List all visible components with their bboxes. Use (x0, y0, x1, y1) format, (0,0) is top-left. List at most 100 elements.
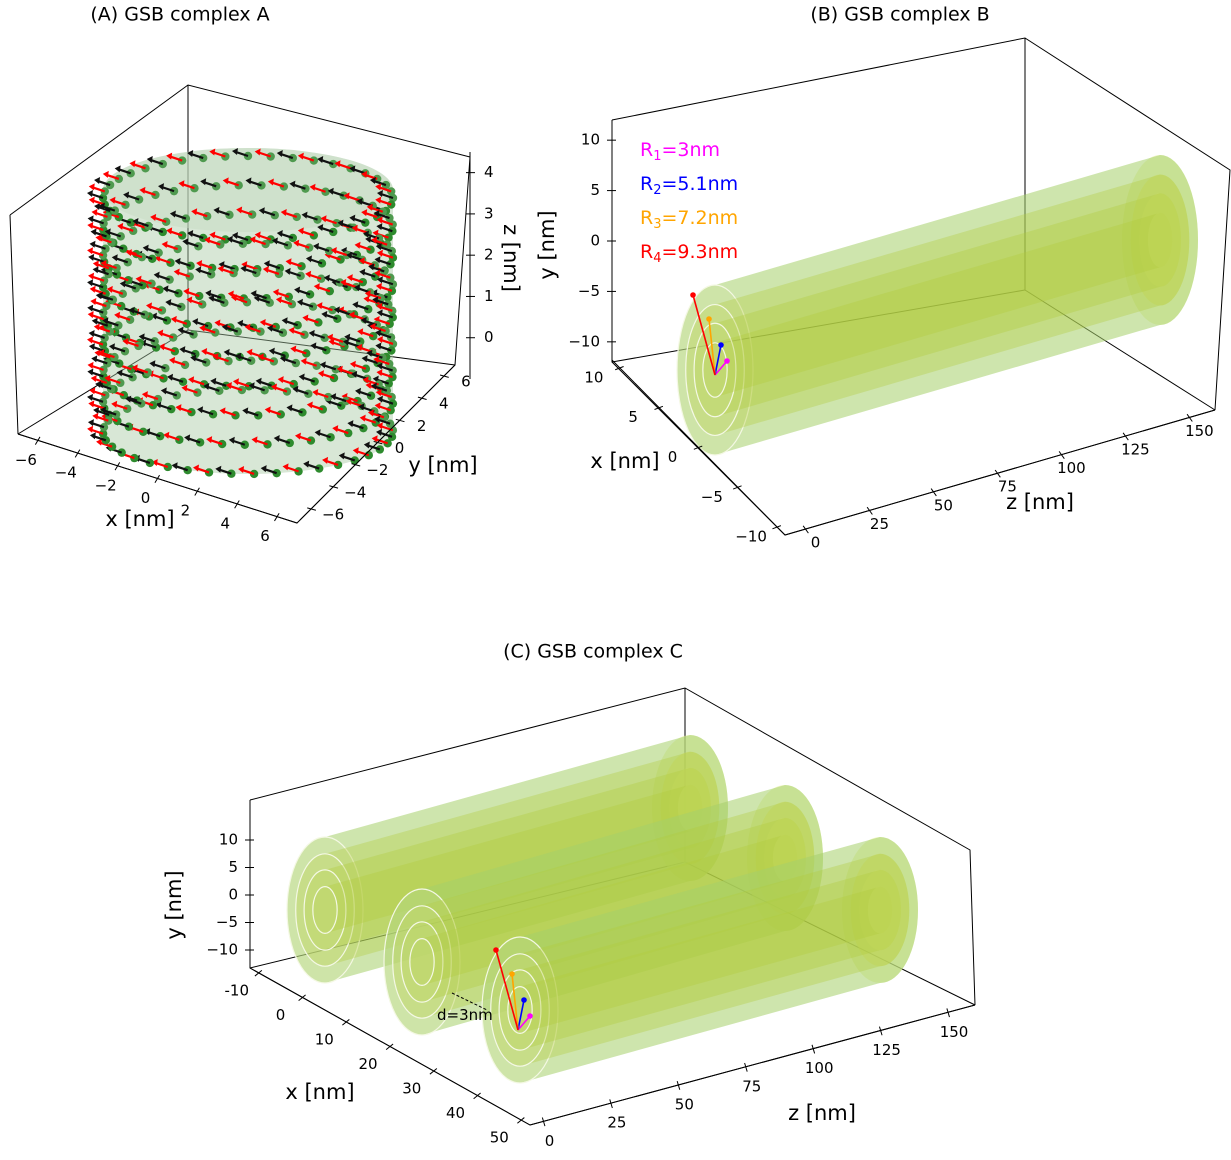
spin-arrow-head (93, 266, 99, 273)
tick-label: 125 (872, 1041, 901, 1059)
tick-label: −5 (578, 282, 600, 300)
annotation-subscript: 1 (653, 149, 661, 164)
spin-arrow-head (89, 197, 95, 204)
tick-label: 3 (484, 204, 494, 222)
spin-arrow-head (87, 190, 93, 197)
tick-label: 6 (461, 373, 471, 391)
axis-label: y [nm] (408, 453, 477, 477)
tick-label: 2 (417, 417, 427, 435)
tick-label: 0 (276, 1006, 286, 1024)
annotation-text: R (640, 207, 653, 229)
annotation-text: R (640, 139, 653, 161)
tick-label: −2 (366, 461, 388, 479)
spin-arrow-head (91, 355, 97, 362)
spin-arrow-head (87, 368, 93, 375)
box-edge (10, 215, 18, 434)
spin-arrow-head (87, 247, 93, 254)
tube-front-end (313, 887, 337, 934)
spin-arrow-head (92, 209, 98, 216)
spin-arrow-head (87, 426, 93, 433)
tick-label: −4 (344, 483, 366, 501)
tick-label: 50 (490, 1129, 509, 1147)
spin-arrow-head (89, 241, 95, 248)
tick-label: 5 (628, 408, 638, 426)
annotation-suffix: =3nm (661, 139, 720, 161)
panel-title: (A) GSB complex A (90, 4, 269, 26)
tick-label: -10 (225, 981, 250, 999)
spin-arrow-head (94, 177, 100, 184)
spin-arrow-head (88, 419, 94, 426)
annotation: R4=9.3nm (640, 241, 738, 266)
panel: (C) GSB complex C-1001020304050x [nm]−10… (162, 641, 975, 1150)
spin-arrow-head (93, 260, 99, 267)
spin-arrow-head (87, 222, 93, 229)
tick-label: 0 (228, 886, 238, 904)
tick-label: −10 (568, 332, 600, 350)
tube-front-end (508, 987, 532, 1034)
spin-arrow-head (103, 171, 109, 178)
spin-arrow-head (88, 362, 94, 369)
tick-label: 1 (484, 287, 494, 305)
spin-arrow-head (88, 400, 94, 407)
tick-label: 0 (484, 328, 494, 346)
radius-arrow-head (724, 358, 730, 364)
radius-arrow-head (493, 947, 499, 953)
radius-arrow-head (706, 316, 712, 322)
spin-arrow-head (90, 286, 96, 293)
annotation-suffix: =5.1nm (661, 173, 738, 195)
tick-label: 40 (446, 1104, 465, 1122)
spin-arrow-head (91, 228, 97, 235)
spin-arrow-head (87, 305, 93, 312)
spin-arrow-head (90, 432, 96, 439)
panel-title: (B) GSB complex B (810, 4, 989, 26)
spin-arrow-head (95, 234, 101, 241)
tick-label: 2 (484, 246, 494, 264)
radius-arrow-head (690, 292, 696, 298)
tick-label: −6 (15, 451, 37, 469)
tick-label: 150 (940, 1023, 969, 1041)
tick-label: 10 (584, 368, 603, 386)
tick-label: 100 (805, 1059, 834, 1077)
axis-label: y [nm] (162, 870, 186, 939)
tick-label: 5 (228, 858, 238, 876)
tick-label: 25 (870, 515, 889, 533)
spin-arrow-head (94, 203, 100, 210)
tick-label: 0 (590, 232, 600, 250)
spin-arrow-head (94, 349, 100, 356)
spin-arrow-head (92, 413, 98, 420)
tick-label: 50 (934, 496, 953, 514)
spin-arrow-head (87, 337, 93, 344)
tick-label: 75 (742, 1077, 761, 1095)
tick-label: 6 (260, 527, 270, 545)
annotation-text: R (640, 241, 653, 263)
spin-arrow-head (88, 215, 94, 222)
tick-label: 0 (811, 534, 821, 552)
tick-label: 0 (668, 448, 678, 466)
spin-arrow-head (89, 343, 95, 350)
tube-front-end (410, 939, 434, 986)
tick-label: 30 (402, 1080, 421, 1098)
tick-label: 20 (358, 1055, 377, 1073)
tick-label: 4 (484, 163, 494, 181)
tick-label: −10 (735, 528, 767, 546)
axis-label: x [nm] (285, 1080, 354, 1104)
panel-title: (C) GSB complex C (503, 641, 683, 663)
panel: (A) GSB complex A−6−4−20246x [nm]−6−4−20… (15, 4, 523, 546)
spin-arrow-head (87, 394, 93, 401)
tick-label: −4 (55, 464, 77, 482)
spin-arrow-head (90, 298, 96, 305)
axis-label: z [nm] (788, 1101, 856, 1125)
spin-arrow-head (89, 183, 95, 190)
tick-label: −5 (216, 913, 238, 931)
annotation: R1=3nm (640, 139, 720, 164)
tick-label: 10 (219, 831, 238, 849)
radius-arrow-head (718, 342, 724, 348)
tick-label: 10 (315, 1030, 334, 1048)
spin-arrow-head (92, 318, 98, 325)
annotation-subscript: 4 (653, 251, 661, 266)
axis-label: z [nm] (1006, 490, 1074, 514)
tick-label: 150 (1185, 422, 1214, 440)
spin-arrow-head (115, 165, 121, 172)
spin-arrow-head (89, 330, 95, 337)
